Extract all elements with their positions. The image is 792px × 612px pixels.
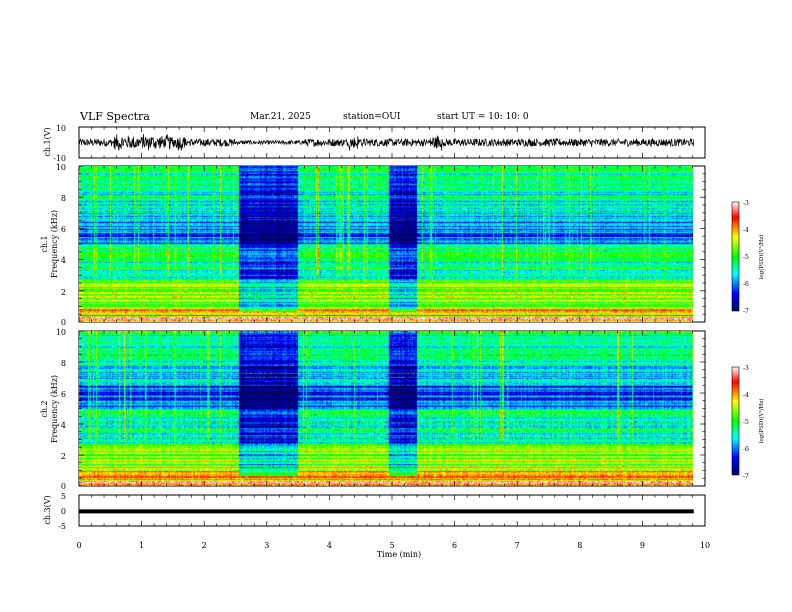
axis-ticks bbox=[78, 127, 706, 526]
xtick-label-4: 4 bbox=[327, 541, 332, 550]
ch2-cb-tick-m7: -7 bbox=[743, 473, 749, 480]
ch1-ytick-top: 10 bbox=[56, 124, 66, 133]
figure-date: Mar.21, 2025 bbox=[250, 112, 311, 122]
figure-station: station=OUI bbox=[343, 112, 401, 122]
ch2-ytick-4: 4 bbox=[61, 421, 66, 430]
ch1-spectrogram-image bbox=[79, 166, 693, 322]
ch1-spectrogram-panel: 10 8 6 4 2 0 ch.1 Frequency (kHz) bbox=[40, 163, 706, 327]
ch1-cb-tick-m6: -6 bbox=[743, 281, 749, 288]
ch1-cb-tick-m5: -5 bbox=[743, 254, 749, 261]
ch1-waveform-ylabel: ch.1(V) bbox=[43, 127, 52, 156]
ch1-ytick-4: 4 bbox=[61, 256, 66, 265]
xtick-label-8: 8 bbox=[577, 541, 582, 550]
xtick-label-6: 6 bbox=[452, 541, 457, 550]
xtick-label-7: 7 bbox=[515, 541, 520, 550]
x-axis-label: Time (min) bbox=[377, 550, 421, 559]
ch2-cb-tick-m4: -4 bbox=[743, 392, 749, 399]
ch2-ytick-2: 2 bbox=[61, 452, 66, 461]
ch1-channel-label: ch.1 bbox=[40, 235, 49, 252]
ch1-ytick-2: 2 bbox=[61, 288, 66, 297]
ch2-spectrogram-image bbox=[79, 331, 693, 486]
ch2-ytick-0: 0 bbox=[61, 482, 66, 491]
ch3-waveform-ylabel: ch.3(V) bbox=[43, 495, 52, 524]
ch2-spectrogram-panel: 10 8 6 4 2 0 ch.2 Frequency (kHz) bbox=[40, 328, 706, 491]
xtick-label-1: 1 bbox=[139, 541, 144, 550]
ch3-ytick-m5: -5 bbox=[58, 522, 66, 531]
ch2-colorbar: -3 -4 -5 -6 -7 log(PSD)(V²/Hz) bbox=[731, 365, 765, 480]
ch1-ytick-8: 8 bbox=[61, 194, 66, 203]
ch2-ytick-8: 8 bbox=[61, 359, 66, 368]
ch2-colorbar-label: log(PSD)(V²/Hz) bbox=[758, 399, 765, 444]
ch2-ytick-10: 10 bbox=[56, 328, 66, 337]
ch1-waveform-panel: 10 -10 ch.1(V) bbox=[43, 124, 706, 163]
xtick-label-10: 10 bbox=[700, 541, 710, 550]
xtick-label-3: 3 bbox=[264, 541, 269, 550]
ch1-colorbar: -3 -4 -5 -6 -7 log(PSD)(V²/Hz) bbox=[731, 200, 765, 315]
xtick-label-0: 0 bbox=[76, 541, 81, 550]
ch2-channel-label: ch.2 bbox=[40, 400, 49, 417]
ch1-ytick-10: 10 bbox=[56, 163, 66, 172]
ch1-frequency-label: Frequency (kHz) bbox=[50, 210, 59, 278]
ch2-ytick-6: 6 bbox=[61, 390, 66, 399]
ch1-ytick-bottom: -10 bbox=[53, 154, 66, 163]
ch2-colorbar-gradient bbox=[731, 366, 740, 476]
ch2-cb-tick-m6: -6 bbox=[743, 446, 749, 453]
ch3-waveform-panel: 5 0 -5 ch.3(V) bbox=[43, 492, 706, 531]
ch1-colorbar-label: log(PSD)(V²/Hz) bbox=[758, 235, 765, 280]
ch2-frequency-label: Frequency (kHz) bbox=[50, 375, 59, 443]
ch1-colorbar-gradient bbox=[731, 201, 740, 312]
figure-title: VLF Spectra bbox=[80, 110, 150, 123]
ch1-ytick-6: 6 bbox=[61, 225, 66, 234]
ch1-waveform-trace bbox=[78, 133, 695, 152]
xtick-label-2: 2 bbox=[202, 541, 207, 550]
ch3-ytick-0: 0 bbox=[61, 507, 66, 516]
xtick-label-9: 9 bbox=[640, 541, 645, 550]
ch1-cb-tick-m4: -4 bbox=[743, 227, 749, 234]
ch3-ytick-5: 5 bbox=[61, 492, 66, 501]
x-axis: 0 1 2 3 4 5 6 7 8 9 10 Time (min) bbox=[76, 541, 710, 559]
ch2-cb-tick-m3: -3 bbox=[743, 365, 749, 372]
xtick-label-5: 5 bbox=[389, 541, 394, 550]
ch1-ytick-0: 0 bbox=[61, 318, 66, 327]
ch1-cb-tick-m3: -3 bbox=[743, 200, 749, 207]
figure-start-time: start UT = 10: 10: 0 bbox=[437, 112, 529, 122]
ch2-cb-tick-m5: -5 bbox=[743, 419, 749, 426]
ch1-cb-tick-m7: -7 bbox=[743, 308, 749, 315]
